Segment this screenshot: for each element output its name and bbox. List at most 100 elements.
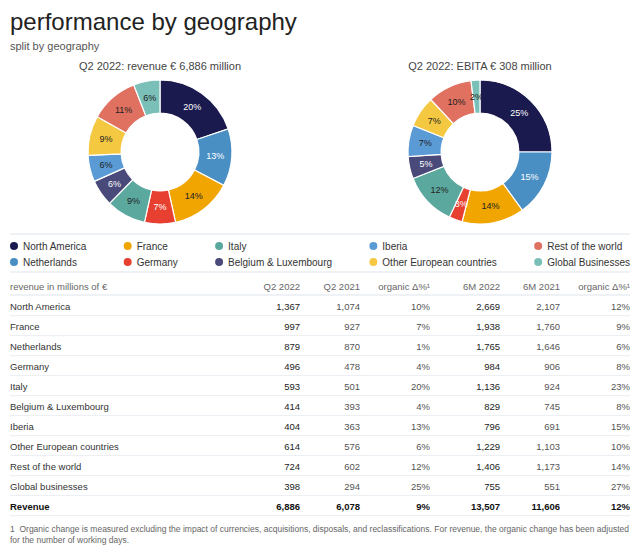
- legend-label: Italy: [228, 241, 246, 252]
- table-cell: 478: [344, 361, 360, 372]
- table-header: Q2 2022: [264, 281, 300, 292]
- legend-label: Germany: [137, 257, 178, 268]
- table-cell: 25%: [411, 481, 431, 492]
- table-cell: 11,606: [531, 501, 560, 512]
- row-divider: [10, 395, 630, 396]
- data-label: 5%: [419, 159, 432, 169]
- table-cell: 6%: [416, 441, 430, 452]
- table-cell: 551: [544, 481, 560, 492]
- table-cell: 1,646: [536, 341, 560, 352]
- table-cell: 294: [344, 481, 360, 492]
- table-cell: 1,765: [476, 341, 500, 352]
- donut: [408, 80, 552, 224]
- data-label: 11%: [115, 105, 132, 115]
- table-cell: 691: [544, 421, 560, 432]
- table-cell: 398: [284, 481, 300, 492]
- footnote: 1 Organic change is measured excluding t…: [10, 524, 629, 545]
- divider: [10, 234, 630, 235]
- slice: [408, 154, 444, 178]
- legend-swatch: [10, 258, 18, 266]
- table-cell: 593: [284, 381, 300, 392]
- table-cell: 924: [544, 381, 560, 392]
- table-cell: 8%: [616, 361, 630, 372]
- data-label: 7%: [153, 202, 166, 212]
- row-label: Other European countries: [10, 441, 119, 452]
- table-cell: 906: [544, 361, 560, 372]
- legend-swatch: [215, 258, 223, 266]
- table-cell: 1,229: [476, 441, 500, 452]
- pie-title: Q2 2022: revenue € 6,886 million: [79, 60, 241, 72]
- table-cell: 10%: [411, 301, 431, 312]
- table-cell: 15%: [611, 421, 631, 432]
- data-label: 6%: [108, 179, 121, 189]
- row-divider: [10, 355, 630, 356]
- table-cell: 1,760: [536, 321, 560, 332]
- table-cell: 4%: [416, 361, 430, 372]
- data-label: 7%: [428, 116, 441, 126]
- row-divider: [10, 335, 630, 336]
- table-cell: 879: [284, 341, 300, 352]
- table-cell: 1,074: [336, 301, 360, 312]
- title: performance by geography: [10, 8, 297, 35]
- row-label: Revenue: [10, 501, 50, 512]
- table-cell: 404: [284, 421, 300, 432]
- table-cell: 363: [344, 421, 360, 432]
- data-label: 9%: [100, 134, 113, 144]
- table-cell: 1,367: [276, 301, 300, 312]
- chart-root: performance by geography split by geograp…: [0, 0, 640, 551]
- legend-swatch: [215, 242, 223, 250]
- legend-swatch: [10, 242, 18, 250]
- table-cell: 984: [484, 361, 500, 372]
- legend: North AmericaNetherlandsFranceGermanyIta…: [10, 241, 630, 268]
- table-header: Q2 2021: [324, 281, 360, 292]
- row-label: North America: [10, 301, 71, 312]
- row-divider: [10, 375, 630, 376]
- table-cell: 6,078: [336, 501, 360, 512]
- slice: [168, 170, 223, 222]
- data-label: 6%: [143, 93, 156, 103]
- data-label: 9%: [127, 196, 140, 206]
- table-cell: 1%: [416, 341, 430, 352]
- table-cell: 614: [284, 441, 300, 452]
- table-cell: 4%: [416, 401, 430, 412]
- legend-swatch: [124, 258, 132, 266]
- table-cell: 6,886: [276, 501, 300, 512]
- row-divider: [10, 475, 630, 476]
- table-cell: 745: [544, 401, 560, 412]
- table-cell: 927: [344, 321, 360, 332]
- subtitle: split by geography: [10, 40, 100, 52]
- data-label: 3%: [455, 199, 468, 209]
- table-cell: 1,136: [476, 381, 500, 392]
- row-divider: [10, 415, 630, 416]
- table-cell: 8%: [616, 401, 630, 412]
- data-label: 10%: [447, 97, 465, 107]
- table-cell: 12%: [611, 301, 631, 312]
- table-cell: 23%: [611, 381, 631, 392]
- table-cell: 1,103: [536, 441, 560, 452]
- table-cell: 2,669: [476, 301, 500, 312]
- row-label: Iberia: [10, 421, 34, 432]
- row-divider: [10, 455, 630, 456]
- row-label: Global businesses: [10, 481, 88, 492]
- row-divider: [10, 435, 630, 436]
- table-cell: 9%: [416, 501, 430, 512]
- data-label: 20%: [183, 102, 201, 112]
- data-label: 14%: [481, 201, 499, 211]
- table-cell: 12%: [611, 501, 631, 512]
- legend-swatch: [369, 242, 377, 250]
- table-cell: 20%: [411, 381, 431, 392]
- donut: [88, 80, 232, 224]
- legend-swatch: [369, 258, 377, 266]
- table-header: organic Δ%¹: [578, 281, 630, 292]
- table-cell: 796: [484, 421, 500, 432]
- table-cell: 997: [284, 321, 300, 332]
- data-label: 13%: [206, 151, 224, 161]
- table-cell: 1,938: [476, 321, 500, 332]
- table-header: revenue in millions of €: [10, 281, 108, 292]
- table-cell: 501: [344, 381, 360, 392]
- row-label: Netherlands: [10, 341, 61, 352]
- row-label: France: [10, 321, 40, 332]
- table-cell: 10%: [611, 441, 631, 452]
- table-header: 6M 2022: [463, 281, 500, 292]
- slice: [160, 80, 228, 140]
